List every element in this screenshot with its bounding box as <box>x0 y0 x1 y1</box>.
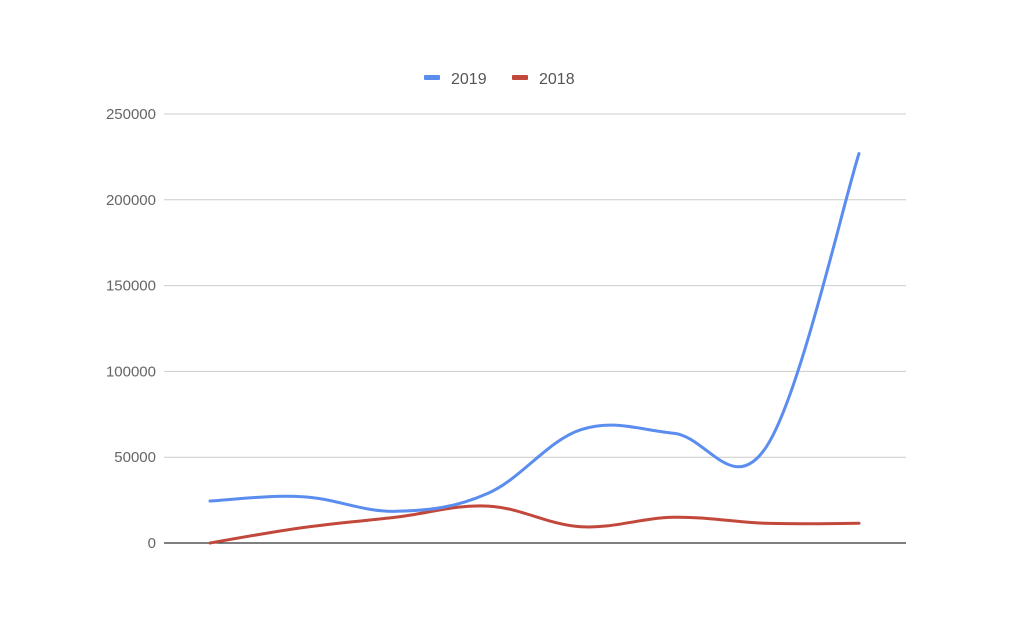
y-tick-label: 250000 <box>106 106 156 123</box>
chart-legend: 2019 2018 <box>424 71 575 88</box>
legend-label-2019: 2019 <box>451 71 487 88</box>
y-tick-label: 0 <box>148 535 156 552</box>
y-tick-label: 50000 <box>114 449 156 466</box>
legend-swatch-2018 <box>512 75 528 80</box>
chart-gridlines <box>164 113 906 458</box>
y-tick-label: 150000 <box>106 278 156 295</box>
series-line-2018 <box>208 504 861 545</box>
legend-label-2018: 2018 <box>539 71 575 88</box>
y-tick-label: 200000 <box>106 192 156 209</box>
chart-series <box>208 152 861 545</box>
y-tick-label: 100000 <box>106 363 156 380</box>
series-line-2019 <box>208 152 861 513</box>
legend-swatch-2019 <box>424 75 440 80</box>
y-axis: 0 50000 100000 150000 200000 250000 <box>106 106 906 552</box>
